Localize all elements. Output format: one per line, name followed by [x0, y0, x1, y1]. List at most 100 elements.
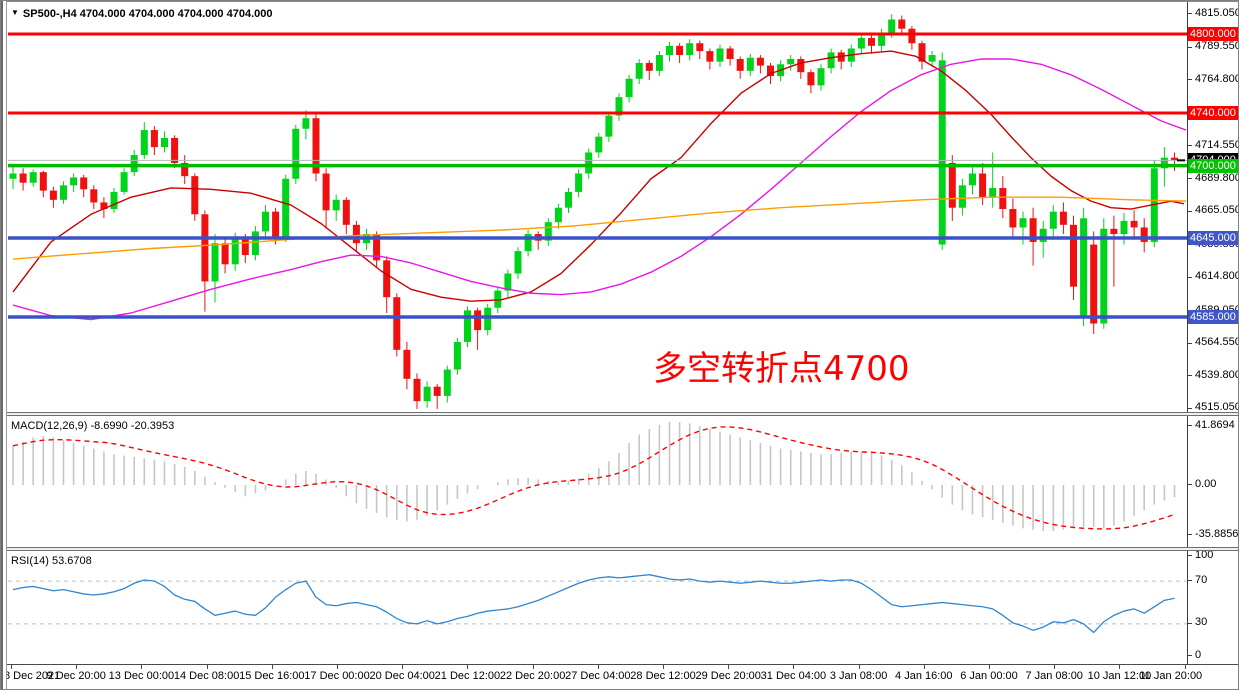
candle: [322, 168, 330, 229]
annotation-text[interactable]: 多空转折点4700: [653, 349, 910, 389]
candle: [39, 170, 47, 198]
candle-body: [110, 191, 118, 210]
candle: [161, 131, 168, 153]
candle-body: [443, 369, 451, 396]
time-axis[interactable]: 8 Dec 2021 9 Dec 20:00 13 Dec 00:00 14 Dec …: [1, 664, 1238, 689]
candle: [746, 53, 754, 77]
candle: [29, 169, 37, 187]
candle-body: [1049, 211, 1057, 229]
candle-body: [19, 173, 27, 183]
candle-body: [514, 251, 522, 274]
candle: [989, 152, 997, 208]
time-tick: [532, 665, 534, 669]
time-label[interactable]: 17 Dec 00:00: [304, 670, 370, 682]
candle: [49, 186, 57, 208]
candle: [1100, 218, 1108, 329]
time-label[interactable]: 10 Jan 12:00: [1087, 670, 1152, 682]
candle-body: [716, 48, 724, 62]
axis-tick-label: 4564.550: [1195, 336, 1239, 349]
symbol-info: ▼ SP500-,H4 4704.000 4704.000 4704.000 47…: [11, 8, 272, 20]
candle-body: [1059, 211, 1067, 225]
candle-body: [605, 115, 613, 137]
candle: [413, 373, 421, 410]
axis-tick-label: 4515.050: [1195, 401, 1239, 414]
candle-body: [989, 187, 997, 198]
candle-body: [736, 59, 744, 71]
candle-body: [817, 68, 825, 86]
time-label[interactable]: 31 Dec 04:00: [760, 670, 827, 682]
candle: [181, 155, 189, 185]
candle: [1120, 212, 1128, 245]
candle: [706, 48, 714, 70]
axis-tick-label: 70: [1195, 573, 1208, 586]
candle-body: [453, 341, 461, 370]
candle: [969, 165, 976, 195]
candle: [221, 239, 229, 274]
time-label[interactable]: 20 Dec 04:00: [369, 670, 435, 682]
candle: [716, 44, 724, 67]
time-label[interactable]: 27 Dec 04:00: [565, 670, 631, 682]
time-label[interactable]: 3 Jan 08:00: [829, 670, 888, 682]
candle-body: [161, 137, 168, 148]
price-axis[interactable]: 4815.050 4789.550 4764.800 4714.550 4689.800…: [1187, 2, 1239, 664]
time-label[interactable]: 13 Dec 00:00: [108, 670, 175, 682]
candle: [1171, 152, 1178, 171]
candle: [645, 60, 653, 81]
candle-body: [49, 190, 57, 200]
time-label[interactable]: 6 Jan 00:00: [960, 670, 1018, 682]
candle-body: [312, 118, 320, 174]
candle: [282, 174, 290, 242]
candle: [292, 124, 300, 185]
time-label[interactable]: 28 Dec 12:00: [630, 670, 696, 682]
candle-body: [797, 59, 805, 73]
candle-body: [756, 57, 764, 66]
time-label[interactable]: 14 Dec 08:00: [173, 670, 240, 682]
time-label[interactable]: 29 Dec 20:00: [695, 670, 761, 682]
panel-separator[interactable]: [1, 547, 1238, 551]
candle: [251, 226, 259, 261]
candle: [565, 187, 572, 213]
candle-body: [655, 55, 663, 71]
candle-body: [1039, 228, 1047, 242]
candle: [958, 178, 966, 216]
axis-tick: [1188, 375, 1192, 377]
candle: [1070, 215, 1077, 300]
price-badge-4740.000: 4740.000: [1188, 105, 1238, 120]
candle-body: [544, 222, 552, 241]
time-label[interactable]: 9 Dec 20:00: [46, 670, 106, 682]
axis-tick-label: 4614.800: [1195, 270, 1239, 283]
time-label[interactable]: 8 Dec 2021: [4, 670, 61, 682]
candle: [191, 173, 199, 221]
time-label[interactable]: 21 Dec 12:00: [434, 670, 501, 682]
time-label[interactable]: 11 Jan 20:00: [1139, 670, 1203, 682]
time-label[interactable]: 22 Dec 20:00: [499, 670, 566, 682]
candle: [70, 173, 78, 192]
candle: [110, 187, 118, 213]
candle-body: [39, 172, 47, 191]
axis-tick: [1188, 534, 1192, 536]
axis-tick-label: 41.8694: [1195, 418, 1235, 431]
candle: [453, 337, 461, 375]
candle: [312, 114, 320, 182]
axis-tick: [1188, 276, 1192, 278]
candle: [655, 51, 663, 77]
time-label[interactable]: 4 Jan 16:00: [895, 670, 953, 682]
candle: [868, 35, 875, 54]
candle: [1140, 218, 1148, 253]
time-label[interactable]: 7 Jan 08:00: [1025, 670, 1083, 682]
candle-body: [403, 349, 411, 379]
macd-panel[interactable]: [8, 416, 1187, 547]
candle-body: [1120, 220, 1128, 235]
axis-tick-label: 4714.550: [1195, 138, 1239, 151]
candlestick-chart[interactable]: [8, 2, 1187, 412]
rsi-panel[interactable]: [8, 551, 1187, 663]
panel-separator[interactable]: [1, 412, 1238, 416]
candle-body: [342, 199, 350, 225]
candle-body: [90, 189, 98, 203]
candle-body: [1100, 228, 1108, 324]
candle: [938, 52, 946, 250]
candle: [1009, 198, 1017, 237]
candle: [615, 93, 623, 121]
symbol-dropdown-icon[interactable]: ▼: [11, 8, 19, 17]
time-label[interactable]: 15 Dec 16:00: [239, 670, 305, 682]
